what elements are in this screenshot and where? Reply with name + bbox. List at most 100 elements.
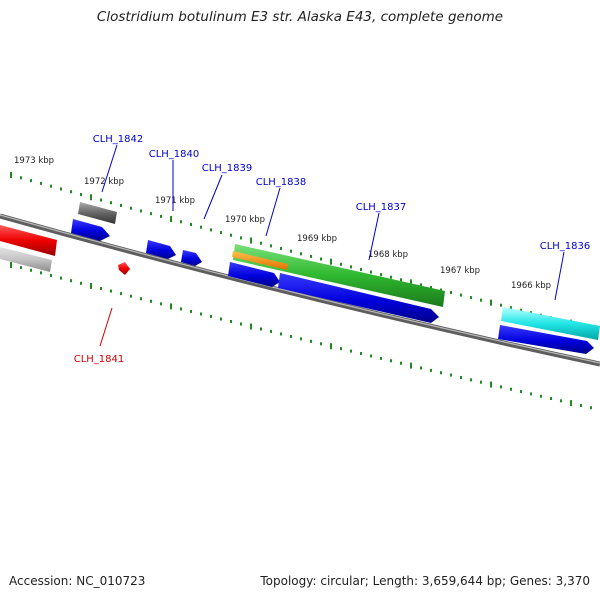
lower-tick-mark [480, 380, 482, 384]
gene-feature[interactable] [78, 202, 117, 224]
upper-tick-mark [430, 285, 432, 289]
upper-tick-mark [500, 303, 502, 307]
lower-tick-mark [420, 366, 422, 370]
map-title: Clostridium botulinum E3 str. Alaska E43… [96, 9, 504, 25]
upper-tick-mark [410, 279, 412, 286]
upper-tick-mark [210, 228, 212, 232]
lower-tick-mark [320, 342, 322, 346]
upper-tick-mark [370, 270, 372, 274]
upper-tick-mark [460, 293, 462, 297]
gene-labels: CLH_1842 CLH_1840 CLH_1839 CLH_1838 CLH_… [74, 134, 591, 365]
label-leaders [99, 144, 565, 347]
gene-label-clh-1836[interactable]: CLH_1836 [540, 241, 591, 252]
gene-feature[interactable] [278, 273, 439, 323]
lower-tick-mark [20, 266, 22, 270]
lower-tick-mark [160, 302, 162, 306]
tick-rows: 1973 kbp 1972 kbp 1971 kbp 1970 kbp 1969 kbp… [10, 156, 592, 410]
lower-tick-mark [190, 309, 192, 313]
gene-feature[interactable] [181, 250, 202, 266]
lower-tick-mark [550, 397, 552, 401]
gene-feature[interactable] [0, 247, 52, 272]
upper-tick-mark [180, 220, 182, 224]
lower-tick-mark [180, 307, 182, 311]
lower-tick-mark [390, 359, 392, 363]
gene-label-clh-1837[interactable]: CLH_1837 [356, 202, 407, 213]
gene-feature[interactable] [233, 244, 445, 307]
lower-tick-mark [270, 329, 272, 333]
upper-tick-mark [170, 216, 172, 223]
upper-tick-mark [30, 179, 32, 183]
gene-feature[interactable] [228, 262, 280, 287]
kbp-label: 1967 kbp [440, 266, 480, 276]
upper-tick-mark [350, 265, 352, 269]
lower-tick-mark [200, 312, 202, 316]
upper-tick-mark [510, 306, 512, 310]
upper-tick-mark [290, 249, 292, 253]
gene-feature[interactable] [0, 225, 57, 256]
upper-tick-mark [300, 252, 302, 256]
upper-tick-mark [70, 190, 72, 194]
upper-tick-mark [60, 187, 62, 191]
kbp-label: 1971 kbp [155, 196, 195, 206]
lower-tick-mark [210, 314, 212, 318]
gene-label-clh-1842[interactable]: CLH_1842 [93, 134, 144, 145]
upper-tick-mark [40, 181, 42, 185]
lower-tick-mark [430, 368, 432, 372]
kbp-label: 1968 kbp [368, 250, 408, 260]
lower-tick-mark [10, 262, 12, 268]
upper-tick-mark [20, 176, 22, 180]
kbp-label: 1973 kbp [14, 156, 54, 166]
lower-tick-mark [580, 403, 582, 407]
upper-tick-mark [360, 267, 362, 271]
gene-feature[interactable] [146, 240, 176, 259]
upper-tick-mark [90, 194, 92, 201]
gene-label-clh-1839[interactable]: CLH_1839 [202, 163, 253, 174]
gene-label-clh-1841[interactable]: CLH_1841 [74, 354, 125, 365]
leader-line [101, 144, 118, 193]
kbp-label: 1972 kbp [84, 177, 124, 187]
lower-tick-mark [100, 286, 102, 290]
lower-tick-mark [350, 349, 352, 353]
upper-tick-mark [240, 236, 242, 240]
upper-tick-mark [320, 257, 322, 261]
lower-tick-mark [450, 373, 452, 377]
gene-feature[interactable] [501, 307, 600, 340]
lower-tick-mark [300, 337, 302, 341]
leader-line [265, 187, 281, 237]
lower-tick-mark [40, 271, 42, 275]
upper-tick-mark [160, 214, 162, 218]
lower-tick-mark [230, 320, 232, 324]
upper-tick-mark [200, 225, 202, 229]
leader-line [554, 251, 565, 301]
lower-tick-mark [520, 390, 522, 394]
lower-tick-mark [220, 317, 222, 321]
accession-text: Accession: NC_010723 [9, 574, 146, 588]
upper-tick-mark [330, 258, 332, 265]
gene-label-clh-1838[interactable]: CLH_1838 [256, 177, 307, 188]
lower-tick-mark [440, 371, 442, 375]
lower-tick-mark [120, 292, 122, 296]
genome-stats-text: Topology: circular; Length: 3,659,644 bp… [260, 574, 590, 588]
upper-tick-mark [220, 231, 222, 235]
upper-tick-mark [380, 273, 382, 277]
lower-tick-mark [110, 289, 112, 293]
gene-feature[interactable] [498, 325, 594, 354]
lower-tick-mark [310, 339, 312, 343]
upper-tick-mark [230, 233, 232, 237]
gene-feature[interactable] [232, 251, 288, 270]
lower-tick-mark [170, 303, 172, 310]
lower-tick-mark [470, 378, 472, 382]
genome-backbone-highlight [0, 214, 600, 364]
gene-feature[interactable] [118, 262, 130, 275]
lower-tick-mark [280, 332, 282, 336]
lower-tick-mark [30, 268, 32, 272]
lower-tick-mark [140, 297, 142, 301]
leader-line [99, 307, 113, 347]
lower-tick-mark [410, 362, 412, 369]
upper-tick-mark [450, 291, 452, 295]
gene-label-clh-1840[interactable]: CLH_1840 [149, 149, 200, 160]
lower-tick-mark [460, 375, 462, 379]
upper-tick-mark [110, 201, 112, 205]
gene-feature[interactable] [71, 219, 110, 241]
